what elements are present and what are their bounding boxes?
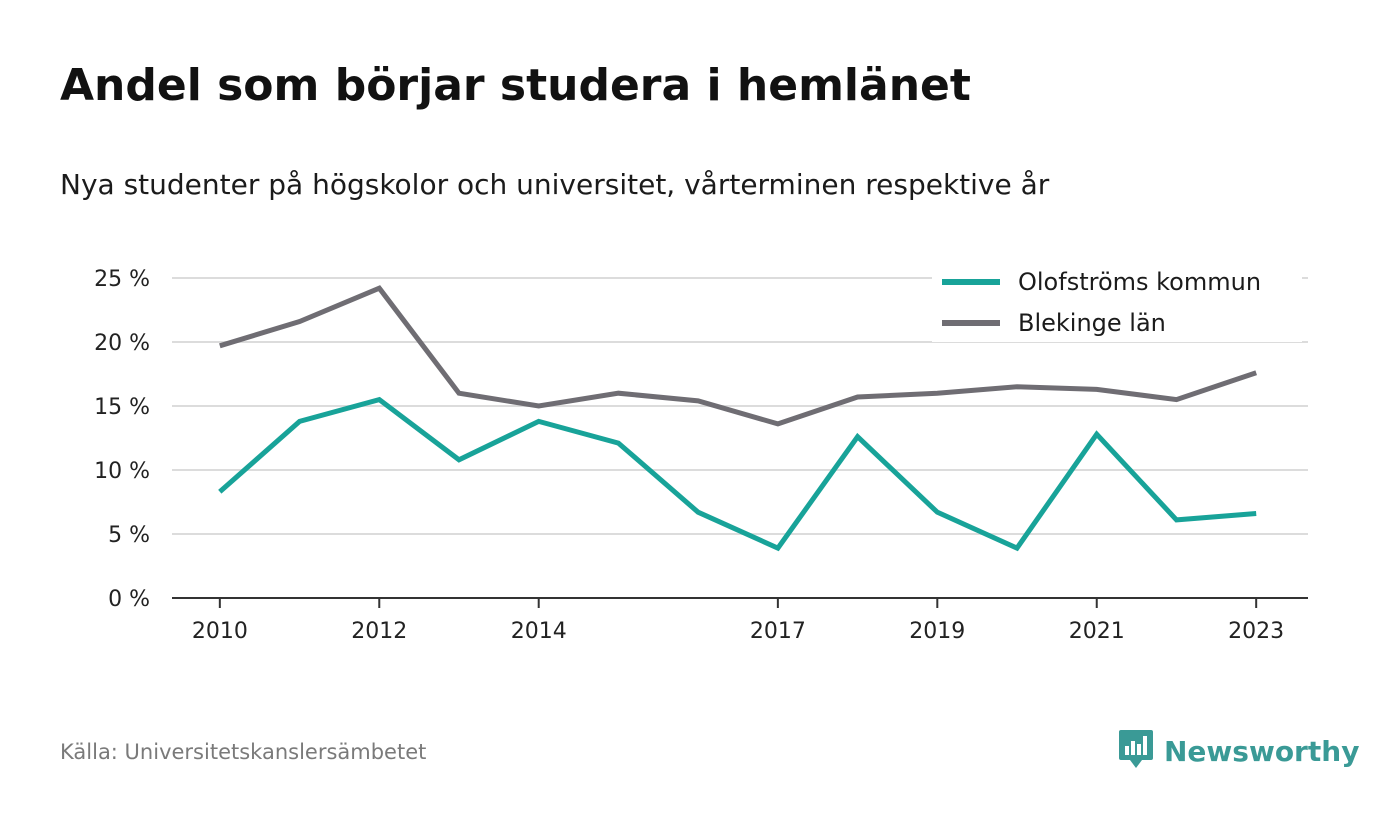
y-tick-label: 15 % <box>94 395 150 420</box>
x-tick-label: 2014 <box>511 619 567 644</box>
x-tick-label: 2021 <box>1069 619 1125 644</box>
y-tick-label: 10 % <box>94 459 150 484</box>
y-tick-label: 25 % <box>94 267 150 292</box>
x-tick-label: 2010 <box>192 619 248 644</box>
brand-name: Newsworthy <box>1164 734 1360 768</box>
legend-background <box>932 262 1302 342</box>
y-tick-label: 20 % <box>94 331 150 356</box>
y-tick-label: 5 % <box>108 523 150 548</box>
series-line-olofstrom <box>218 396 1257 552</box>
chart-title: Andel som börjar studera i hemlänet <box>60 60 971 111</box>
x-tick-label: 2017 <box>750 619 806 644</box>
legend-label: Olofströms kommun <box>1018 268 1261 296</box>
x-tick-label: 2019 <box>909 619 965 644</box>
x-tick-label: 2023 <box>1228 619 1284 644</box>
legend: Olofströms kommun Blekinge län <box>932 262 1302 342</box>
chart-subtitle: Nya studenter på högskolor och universit… <box>60 168 1050 201</box>
series-line-blekinge <box>219 285 1257 427</box>
newsworthy-logo-icon <box>1118 728 1154 774</box>
y-axis-ticks: 0 % 5 % 10 % 15 % 20 % 25 % <box>94 267 150 612</box>
brand-logo[interactable]: Newsworthy <box>1118 728 1359 774</box>
x-axis: 2010 2012 2014 2017 2019 2021 2023 <box>172 597 1308 644</box>
x-tick-label: 2012 <box>351 619 407 644</box>
legend-label: Blekinge län <box>1018 309 1166 337</box>
y-tick-label: 0 % <box>108 587 150 612</box>
source-note: Källa: Universitetskanslersämbetet <box>60 740 427 764</box>
series-lines <box>218 285 1257 552</box>
